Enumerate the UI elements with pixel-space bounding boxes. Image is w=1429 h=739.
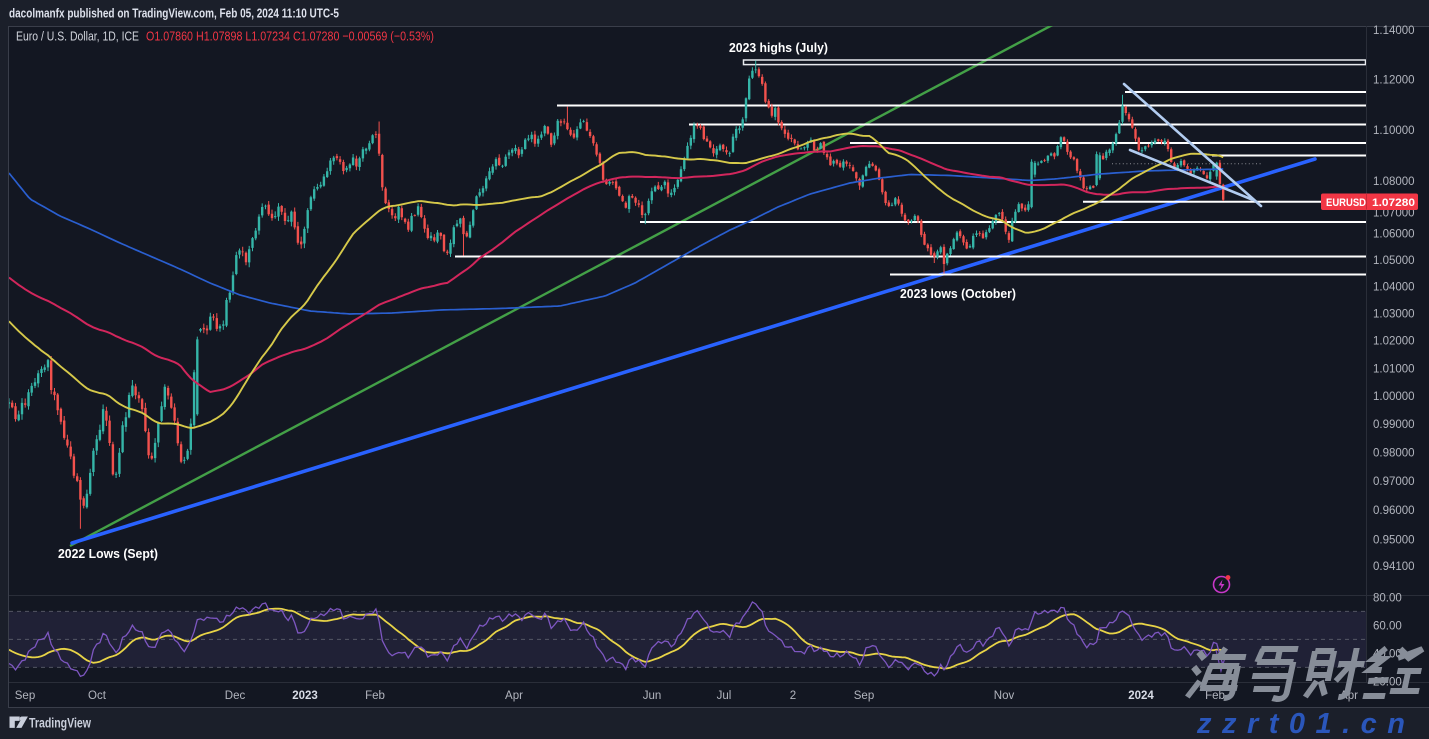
svg-text:80.00: 80.00 [1373, 592, 1402, 604]
svg-text:Jun: Jun [643, 690, 662, 702]
svg-text:0.96000: 0.96000 [1373, 505, 1415, 517]
svg-text:1.04000: 1.04000 [1373, 282, 1415, 294]
svg-text:zzrt01.cn: zzrt01.cn [1196, 708, 1415, 739]
svg-text:1.12000: 1.12000 [1373, 75, 1415, 87]
svg-text:1.07280: 1.07280 [1372, 197, 1415, 209]
svg-text:0.97000: 0.97000 [1373, 476, 1415, 488]
svg-text:0.94100: 0.94100 [1373, 561, 1415, 573]
svg-text:2024: 2024 [1128, 690, 1154, 702]
svg-text:1.05000: 1.05000 [1373, 255, 1415, 267]
svg-text:1.00000: 1.00000 [1373, 391, 1415, 403]
svg-text:60.00: 60.00 [1373, 620, 1402, 632]
svg-text:2022 Lows (Sept): 2022 Lows (Sept) [58, 546, 158, 561]
svg-text:1.14000: 1.14000 [1373, 25, 1415, 37]
svg-text:2023 highs (July): 2023 highs (July) [729, 40, 828, 55]
svg-text:Oct: Oct [88, 690, 107, 702]
svg-text:O1.07860 H1.07898 L1.07234 C1.: O1.07860 H1.07898 L1.07234 C1.07280 −0.0… [146, 29, 434, 44]
svg-text:2023: 2023 [292, 690, 318, 702]
svg-text:1.01000: 1.01000 [1373, 363, 1415, 375]
svg-text:1.03000: 1.03000 [1373, 309, 1415, 321]
svg-text:EURUSD: EURUSD [1326, 197, 1366, 209]
svg-text:Feb: Feb [365, 690, 385, 702]
svg-text:Sep: Sep [15, 690, 35, 702]
svg-text:Dec: Dec [225, 690, 246, 702]
svg-text:dacolmanfx published on Tradin: dacolmanfx published on TradingView.com,… [9, 6, 339, 21]
svg-text:1.10000: 1.10000 [1373, 125, 1415, 137]
svg-text:Euro / U.S. Dollar, 1D, ICE: Euro / U.S. Dollar, 1D, ICE [16, 29, 139, 44]
svg-text:0.95000: 0.95000 [1373, 534, 1415, 546]
svg-text:2: 2 [790, 690, 796, 702]
svg-text:1.02000: 1.02000 [1373, 336, 1415, 348]
svg-text:Apr: Apr [505, 690, 523, 702]
svg-text:Feb: Feb [1205, 690, 1225, 702]
svg-text:2023 lows (October): 2023 lows (October) [900, 286, 1016, 301]
svg-text:0.99000: 0.99000 [1373, 419, 1415, 431]
svg-text:1.08000: 1.08000 [1373, 176, 1415, 188]
svg-text:0.98000: 0.98000 [1373, 448, 1415, 460]
svg-text:Nov: Nov [994, 690, 1015, 702]
svg-text:1.06000: 1.06000 [1373, 228, 1415, 240]
svg-text:Jul: Jul [717, 690, 732, 702]
svg-text:Sep: Sep [854, 690, 874, 702]
svg-text:TradingView: TradingView [29, 716, 91, 731]
svg-text:1.07000: 1.07000 [1373, 208, 1415, 220]
